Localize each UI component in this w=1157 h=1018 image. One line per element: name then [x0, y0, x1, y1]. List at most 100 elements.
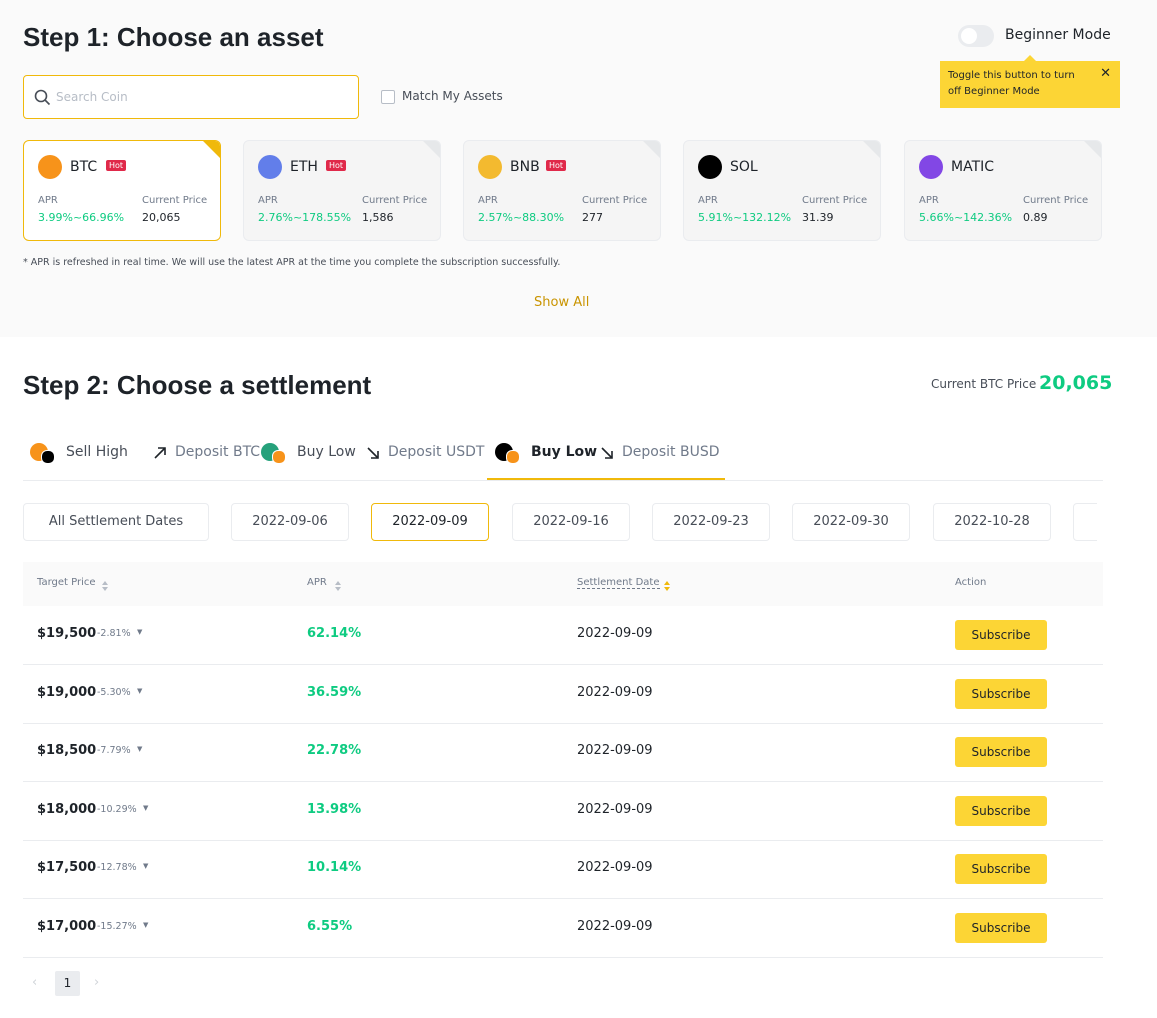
coin-icon	[698, 155, 722, 179]
settlement-date: 2022-09-09	[577, 626, 653, 641]
asset-card[interactable]: SOL APR 5.91%~132.12% Current Price 31.39	[683, 140, 881, 241]
subscribe-button[interactable]: Subscribe	[955, 795, 1047, 826]
price-change: -12.78%	[97, 862, 137, 873]
card-check	[643, 141, 660, 158]
price-value: 277	[582, 211, 603, 224]
table-row	[23, 782, 1103, 841]
table-header	[23, 562, 1103, 606]
target-price: $18,000	[37, 801, 97, 817]
date-filter-button[interactable]: 2022-09-23	[652, 503, 770, 541]
price-change: -2.81%	[97, 628, 131, 639]
date-filter-button[interactable]: 2022-10-28	[933, 503, 1051, 541]
apr-value: 3.99%~66.96%	[38, 211, 125, 224]
tooltip: Toggle this button to turn off Beginner …	[940, 55, 1120, 108]
tooltip-close[interactable]: ✕	[1100, 66, 1111, 81]
search-icon	[34, 89, 51, 106]
table-row	[23, 840, 1103, 899]
asset-card[interactable]: BTC Hot APR 3.99%~66.96% Current Price 20,065	[23, 140, 221, 241]
subscribe-button[interactable]: Subscribe	[955, 620, 1047, 650]
apr-label: APR	[478, 195, 498, 206]
card-check	[203, 141, 220, 158]
date-filter-button[interactable]	[1073, 503, 1097, 541]
date-filter-button[interactable]: 2022-09-16	[512, 503, 630, 541]
change-caret: ▼	[137, 686, 143, 695]
change-caret: ▼	[137, 745, 143, 753]
table-row	[23, 665, 1103, 724]
date-filter-button[interactable]: 2022-09-06	[231, 503, 349, 541]
search-box[interactable]: Search Coin	[23, 75, 359, 119]
price-value: 1,586	[362, 211, 394, 224]
settlement-tab[interactable]: Buy Low Deposit USDT	[261, 440, 486, 466]
asset-card[interactable]: BNB Hot APR 2.57%~88.30% Current Price 277	[463, 140, 661, 241]
beginner-toggle[interactable]	[958, 25, 994, 47]
price-value: 31.39	[802, 211, 834, 224]
apr-value: 5.91%~132.12%	[698, 211, 792, 224]
coin-icon	[478, 155, 502, 179]
apr-note: * APR is refreshed in real time. We will…	[23, 257, 561, 268]
column-header: Action	[955, 577, 987, 588]
tabs-divider	[23, 480, 1103, 481]
settlement-date: 2022-09-09	[577, 860, 653, 875]
target-price: $17,000	[37, 918, 97, 934]
subscribe-button[interactable]: Subscribe	[955, 854, 1047, 884]
settlement-date: 2022-09-09	[577, 743, 653, 758]
apr-value: 2.76%~178.55%	[258, 211, 352, 224]
price-change: -7.79%	[97, 745, 131, 756]
apr-value: 36.59%	[307, 684, 362, 700]
step1-title: Step 1: Choose an asset	[23, 22, 324, 52]
tab-action: Buy Low	[297, 444, 356, 460]
price-value: 0.89	[1023, 211, 1048, 224]
subscribe-button[interactable]: Subscribe	[955, 737, 1047, 767]
tab-deposit: Deposit USDT	[388, 444, 485, 460]
apr-value: 6.55%	[307, 918, 353, 934]
sort-icon[interactable]	[334, 577, 342, 591]
prev-page[interactable]: ‹	[32, 975, 38, 990]
step2-title: Step 2: Choose a settlement	[23, 370, 372, 400]
btc-price: 20,065	[1039, 372, 1113, 394]
btc-price-label: Current BTC Price	[931, 377, 1037, 391]
tab-arrow	[366, 445, 380, 464]
asset-card[interactable]: ETH Hot APR 2.76%~178.55% Current Price 1,586	[243, 140, 441, 241]
date-filter-button[interactable]: 2022-09-30	[792, 503, 910, 541]
price-change: -5.30%	[97, 686, 131, 698]
tab-arrow	[600, 445, 614, 464]
change-caret: ▼	[143, 920, 149, 929]
apr-label: APR	[258, 195, 278, 206]
date-filter-button[interactable]: 2022-09-09	[371, 503, 489, 541]
date-filter: All Settlement Dates 2022-09-06 2022-09-09…	[0, 503, 1097, 543]
match-checkbox[interactable]	[381, 90, 395, 104]
settlement-tab[interactable]: Buy Low Deposit BUSD	[495, 440, 720, 466]
target-price: $19,000	[37, 684, 97, 700]
date-filter-button[interactable]: All Settlement Dates	[23, 503, 209, 541]
target-price: $17,500	[37, 860, 97, 875]
match-label: Match My Assets	[402, 89, 503, 103]
toggle-label: Beginner Mode	[1005, 27, 1111, 43]
next-page[interactable]: ›	[94, 975, 100, 990]
card-check	[1084, 141, 1101, 158]
settlement-date: 2022-09-09	[577, 801, 653, 817]
tab-arrow	[153, 445, 167, 464]
price-label: Current Price	[802, 195, 868, 206]
sort-icon[interactable]	[663, 577, 671, 591]
subscribe-button[interactable]: Subscribe	[955, 912, 1047, 943]
tooltip-text: Toggle this button to turn off Beginner …	[948, 70, 1075, 97]
price-label: Current Price	[1023, 195, 1089, 206]
subscribe-button[interactable]: Subscribe	[955, 678, 1047, 709]
page-number[interactable]: 1	[55, 971, 80, 996]
tab-icon	[506, 450, 520, 464]
sort-icon[interactable]	[101, 577, 109, 591]
settlement-date: 2022-09-09	[577, 684, 653, 700]
coin-symbol: SOL	[730, 159, 758, 175]
apr-value: 2.57%~88.30%	[478, 211, 565, 224]
target-price: $19,500	[37, 626, 97, 641]
asset-card[interactable]: MATIC APR 5.66%~142.36% Current Price 0.89	[904, 140, 1102, 241]
show-all[interactable]: Show All	[534, 295, 590, 310]
column-header: Settlement Date	[577, 577, 660, 589]
apr-value: 13.98%	[307, 801, 362, 817]
coin-symbol: BTC	[70, 159, 98, 175]
hot-badge: Hot	[546, 160, 567, 171]
settlement-tab[interactable]: Sell High Deposit BTC	[30, 440, 260, 466]
settlement-date: 2022-09-09	[577, 918, 653, 934]
price-label: Current Price	[362, 195, 428, 206]
coin-symbol: ETH	[290, 159, 318, 175]
